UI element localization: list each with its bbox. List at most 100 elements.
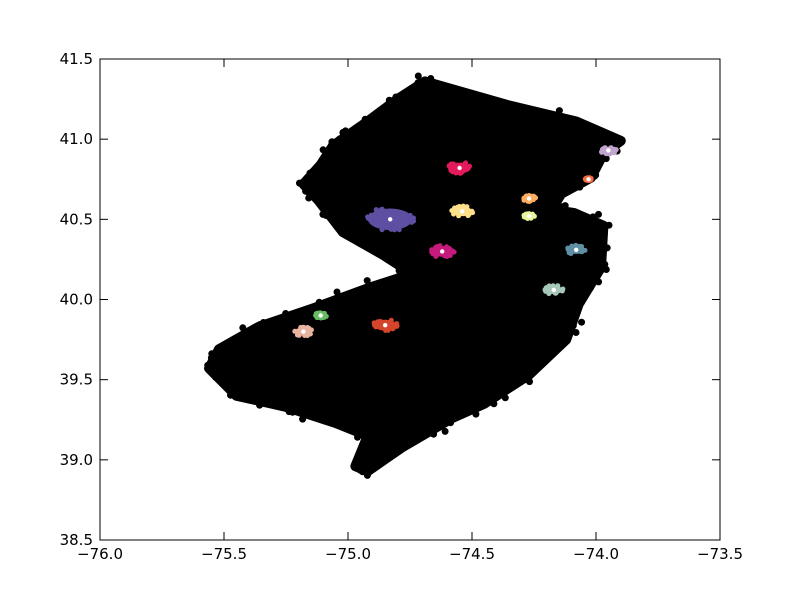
background-point: [486, 95, 494, 103]
cluster-point: [313, 313, 319, 318]
background-point: [390, 101, 398, 109]
background-point: [398, 273, 406, 281]
background-point: [563, 329, 571, 337]
background-point: [395, 267, 403, 275]
background-point: [575, 212, 583, 220]
background-point: [325, 151, 333, 159]
background-point: [402, 266, 410, 274]
cluster-point: [555, 283, 561, 289]
background-point: [216, 349, 224, 357]
background-point: [396, 259, 404, 267]
background-point: [452, 89, 460, 97]
background-point: [342, 127, 349, 135]
background-point: [283, 402, 291, 410]
cluster-point: [565, 245, 571, 251]
cluster-point: [447, 253, 453, 258]
background-point: [379, 449, 386, 457]
cluster-point: [411, 218, 417, 224]
background-point: [208, 350, 216, 358]
cluster-point: [467, 163, 472, 169]
background-point: [517, 377, 525, 385]
background-point: [438, 419, 446, 427]
background-point: [308, 305, 316, 312]
background-point: [305, 194, 313, 202]
cluster-centroid: [318, 313, 323, 318]
background-point: [361, 455, 369, 463]
cluster-point: [543, 288, 549, 294]
background-point: [204, 361, 212, 369]
y-tick-label: 40.0: [60, 291, 93, 309]
cluster-point: [441, 253, 447, 259]
cluster-point: [444, 244, 450, 250]
background-point: [256, 401, 264, 409]
cluster-point: [396, 227, 402, 233]
cluster-point: [568, 250, 574, 255]
cluster-point: [434, 244, 440, 250]
background-point: [377, 458, 385, 466]
background-point: [211, 369, 218, 377]
background-point: [392, 93, 400, 101]
x-tick-label: −73.5: [697, 545, 743, 563]
background-point: [333, 288, 341, 296]
y-tick-label: 41.0: [60, 130, 93, 148]
background-point: [593, 165, 601, 173]
cluster-centroid: [457, 165, 462, 171]
background-point: [363, 277, 371, 285]
cluster-point: [451, 249, 457, 255]
cluster-point: [602, 145, 608, 151]
cluster-point: [579, 244, 585, 249]
background-point: [582, 121, 590, 129]
background-point: [362, 427, 369, 435]
background-point: [385, 96, 393, 104]
cluster-point: [599, 149, 605, 155]
background-point: [441, 427, 449, 435]
background-point: [366, 241, 373, 249]
cluster-point: [533, 195, 538, 201]
cluster-centroid: [459, 209, 465, 214]
background-point: [239, 324, 247, 332]
cluster-point: [373, 210, 379, 216]
cluster-point: [388, 317, 394, 323]
x-axis: −76.0 −75.5 −75.0 −74.5 −74.0 −73.5: [77, 59, 743, 563]
x-tick-label: −76.0: [77, 545, 123, 563]
cluster-point: [465, 213, 471, 219]
cluster-centroid: [388, 217, 393, 222]
background-point: [362, 445, 369, 453]
background-point: [340, 298, 348, 306]
cluster-point: [462, 161, 468, 167]
background-point: [355, 427, 363, 435]
background-point: [338, 225, 346, 233]
background-point: [363, 471, 371, 479]
y-tick-label: 41.5: [60, 50, 93, 68]
background-point: [544, 354, 552, 362]
cluster-point: [456, 213, 462, 219]
background-point: [554, 184, 562, 192]
cluster-point: [368, 212, 374, 218]
background-point: [427, 75, 435, 82]
y-tick-label: 39.0: [60, 451, 93, 469]
background-point: [227, 391, 234, 399]
cluster-point: [302, 333, 308, 338]
background-point: [336, 135, 343, 143]
background-point: [214, 374, 222, 382]
cluster-point: [611, 150, 617, 156]
background-point: [610, 139, 618, 147]
y-tick-label: 39.5: [60, 371, 93, 389]
background-point: [549, 202, 557, 210]
background-point: [369, 115, 377, 123]
cluster-point: [407, 212, 413, 218]
background-point: [595, 278, 603, 286]
cluster-point: [545, 284, 551, 290]
background-point: [256, 327, 264, 335]
cluster-centroid: [574, 247, 579, 252]
background-point: [374, 249, 382, 257]
cluster-point: [521, 197, 527, 203]
background-point: [601, 260, 609, 268]
background-point: [595, 210, 602, 218]
background-point: [561, 202, 569, 210]
background-point: [586, 284, 594, 292]
background-point: [584, 277, 592, 285]
cluster-centroid: [301, 329, 306, 334]
background-point: [550, 117, 558, 124]
cluster-point: [390, 326, 396, 332]
